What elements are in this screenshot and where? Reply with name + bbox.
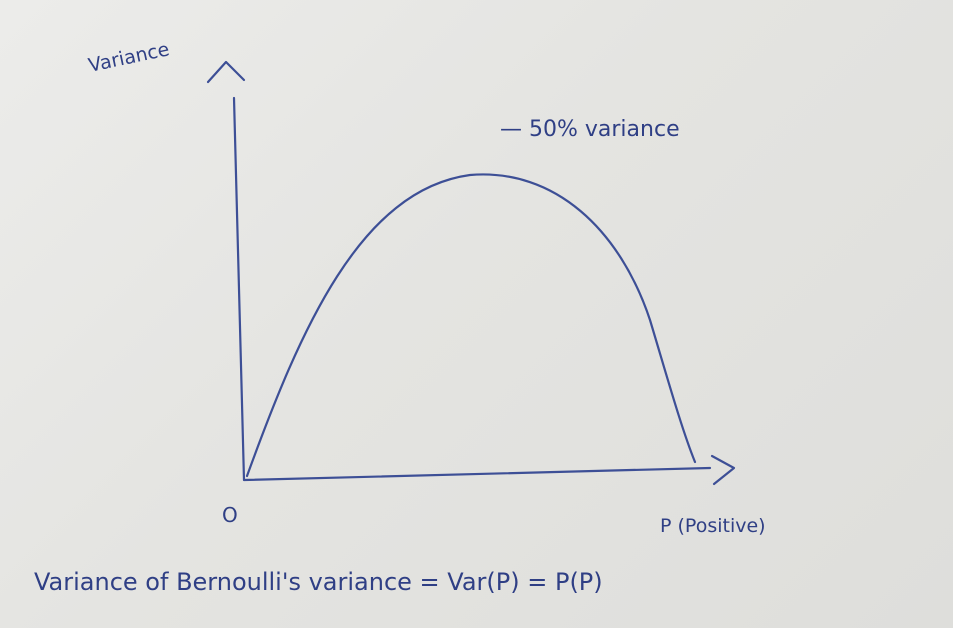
x-axis-label: P (Positive) — [660, 515, 766, 537]
x-axis-line — [242, 466, 712, 482]
peak-annotation: — 50% variance — [500, 117, 680, 142]
y-axis-label: Variance — [86, 38, 171, 77]
y-axis-line — [232, 96, 246, 482]
origin-label: O — [222, 503, 238, 527]
caption: Variance of Bernoulli's variance = Var(P… — [34, 568, 603, 596]
x-axis-arrowhead — [710, 454, 736, 486]
variance-curve — [245, 173, 697, 478]
y-axis-arrowhead — [206, 60, 246, 84]
